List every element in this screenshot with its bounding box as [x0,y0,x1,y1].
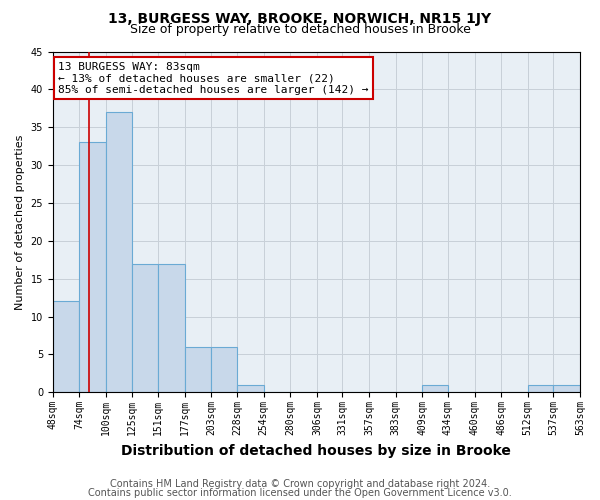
Bar [528,384,553,392]
Bar [185,347,211,393]
Text: 13 BURGESS WAY: 83sqm
← 13% of detached houses are smaller (22)
85% of semi-deta: 13 BURGESS WAY: 83sqm ← 13% of detached … [58,62,368,95]
Bar [79,142,106,392]
Bar [422,384,448,392]
X-axis label: Distribution of detached houses by size in Brooke: Distribution of detached houses by size … [121,444,511,458]
Bar [211,347,237,393]
Text: Size of property relative to detached houses in Brooke: Size of property relative to detached ho… [130,22,470,36]
Y-axis label: Number of detached properties: Number of detached properties [15,134,25,310]
Bar [237,384,263,392]
Text: 13, BURGESS WAY, BROOKE, NORWICH, NR15 1JY: 13, BURGESS WAY, BROOKE, NORWICH, NR15 1… [109,12,491,26]
Bar [158,264,185,392]
Text: Contains HM Land Registry data © Crown copyright and database right 2024.: Contains HM Land Registry data © Crown c… [110,479,490,489]
Text: Contains public sector information licensed under the Open Government Licence v3: Contains public sector information licen… [88,488,512,498]
Bar [53,302,79,392]
Bar [553,384,580,392]
Bar [106,112,131,392]
Bar [131,264,158,392]
